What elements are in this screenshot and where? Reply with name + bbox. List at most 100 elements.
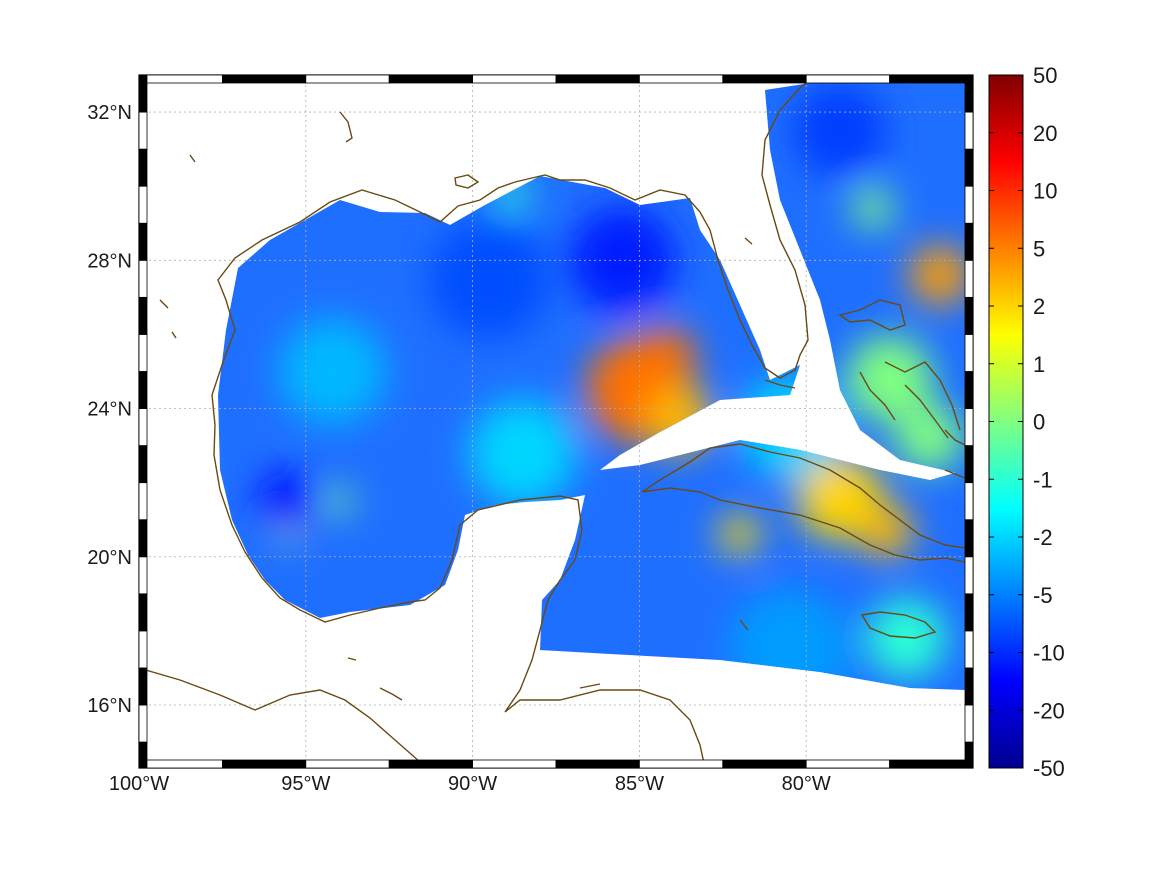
coastline-bahamas <box>838 299 961 439</box>
frame-segment-left <box>138 222 148 261</box>
colorbar-tick-label: -5 <box>1033 583 1053 608</box>
frame-segment-bottom <box>722 759 807 769</box>
latitude-tick-label: 20°N <box>87 547 132 569</box>
coastline-cuba <box>641 443 966 563</box>
frame-segment-bottom <box>639 759 724 769</box>
frame-segment-left <box>138 259 148 298</box>
colorbar-tick-label: -10 <box>1033 641 1065 666</box>
field-blob <box>429 218 550 339</box>
frame-segment-left <box>138 296 148 335</box>
frame-segment-bottom <box>221 759 307 769</box>
frame-segment-left <box>138 445 148 484</box>
frame-segment-top <box>305 74 390 84</box>
frame-segment-right <box>964 408 974 446</box>
frame-segment-left <box>138 334 148 372</box>
longitude-tick-label: 80°W <box>782 773 831 795</box>
frame-segment-right <box>964 185 974 224</box>
frame-segment-left <box>138 704 148 743</box>
frame-segment-left <box>138 593 148 632</box>
frame-segment-left <box>138 408 148 446</box>
coastline-florida-keys <box>764 379 796 389</box>
field-blob <box>852 188 893 229</box>
frame-segment-top <box>388 74 474 84</box>
frame-segment-left <box>138 111 148 150</box>
colorbar-tick-label: 20 <box>1033 121 1057 146</box>
colorbar-tick-label: 0 <box>1033 410 1045 435</box>
field-blob <box>909 245 965 306</box>
frame-segment-bottom <box>388 759 474 769</box>
longitude-tick-label: 85°W <box>615 773 664 795</box>
colorbar-tick-label: -20 <box>1033 698 1065 723</box>
frame-segment-left <box>138 74 148 113</box>
field-blobs <box>259 83 965 690</box>
frame-segment-top <box>639 74 724 84</box>
frame-ticks <box>138 74 974 769</box>
latitude-tick-label: 16°N <box>87 695 132 717</box>
latitude-tick-label: 28°N <box>87 250 132 272</box>
field-blob <box>636 326 697 387</box>
latitude-labels: 32°N 28°N 24°N 20°N 16°N <box>87 102 132 717</box>
coastline-mexico-east <box>213 424 583 713</box>
frame-segment-top <box>889 74 974 84</box>
field-blob <box>859 504 913 558</box>
longitude-tick-label: 90°W <box>448 773 497 795</box>
frame-segment-bottom <box>305 759 390 769</box>
frame-segment-right <box>964 556 974 595</box>
frame-segment-right <box>964 148 974 187</box>
grid-lines <box>139 75 973 768</box>
frame-segment-right <box>964 482 974 521</box>
colorbar-tick-label: -2 <box>1033 525 1053 550</box>
frame-segment-bottom <box>555 759 640 769</box>
frame-segment-right <box>964 667 974 706</box>
field-blob <box>325 487 353 515</box>
latitude-tick-label: 24°N <box>87 399 132 421</box>
coastline-hispaniola <box>944 429 966 479</box>
coastline-jamaica <box>860 611 937 639</box>
frame-segment-right <box>964 593 974 632</box>
frame-segment-bottom <box>472 759 557 769</box>
frame-segment-right <box>964 334 974 372</box>
frame-segment-top <box>472 74 557 84</box>
frame-segment-left <box>138 741 148 769</box>
field-blob <box>796 454 883 541</box>
colorbar-gradient <box>989 75 1023 768</box>
field-blob <box>896 404 963 472</box>
field-blob <box>792 83 887 178</box>
field-blob <box>866 598 947 679</box>
field-blob <box>719 514 760 555</box>
frame-segment-bottom <box>805 759 891 769</box>
frame-segment-left <box>138 371 148 409</box>
frame-segment-left <box>138 148 148 187</box>
frame-segment-top <box>221 74 307 84</box>
colorbar-tick-label: 1 <box>1033 352 1045 377</box>
frame-segment-right <box>964 371 974 409</box>
colorbar-tick-label: -1 <box>1033 467 1053 492</box>
frame-segment-right <box>964 111 974 150</box>
frame-segment-left <box>138 519 148 558</box>
frame-segment-right <box>964 222 974 261</box>
frame-segment-top <box>805 74 891 84</box>
frame-segment-top <box>555 74 640 84</box>
colorbar-tick-label: 10 <box>1033 179 1057 204</box>
frame-segment-bottom <box>138 759 223 769</box>
frame-segment-right <box>964 630 974 669</box>
latitude-tick-label: 32°N <box>87 102 132 124</box>
longitude-tick-label: 100°W <box>109 773 169 795</box>
field-blob <box>469 399 577 507</box>
longitude-tick-label: 95°W <box>281 773 330 795</box>
frame-segment-right <box>964 704 974 743</box>
coastlines <box>139 77 966 768</box>
colorbar-tick-label: -50 <box>1033 756 1065 781</box>
coastline-pacific <box>139 667 429 768</box>
frame-segment-right <box>964 296 974 335</box>
coastline-islands <box>159 111 753 701</box>
frame-segment-left <box>138 630 148 669</box>
frame-segment-bottom <box>889 759 974 769</box>
frame-segment-top <box>138 74 223 84</box>
frame-segment-right <box>964 74 974 113</box>
field-blob <box>259 471 320 532</box>
colorbar-tick-label: 50 <box>1033 63 1057 88</box>
